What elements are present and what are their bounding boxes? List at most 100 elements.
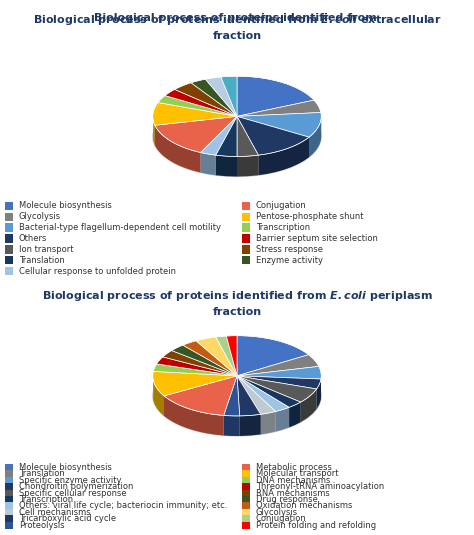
- Bar: [242, 509, 250, 516]
- Polygon shape: [237, 355, 319, 376]
- Bar: [5, 202, 13, 210]
- Bar: [5, 470, 13, 477]
- Bar: [242, 477, 250, 484]
- Polygon shape: [237, 376, 301, 407]
- Polygon shape: [237, 376, 317, 402]
- Text: Protein folding and refolding: Protein folding and refolding: [256, 521, 376, 530]
- Polygon shape: [216, 336, 237, 376]
- Text: Conjugation: Conjugation: [256, 514, 307, 523]
- Polygon shape: [153, 371, 237, 396]
- Text: Others: Others: [19, 234, 47, 243]
- Bar: [5, 245, 13, 254]
- Text: Drug response: Drug response: [256, 495, 318, 504]
- Polygon shape: [216, 155, 237, 177]
- Polygon shape: [196, 337, 237, 376]
- Bar: [5, 267, 13, 276]
- Text: Transcription: Transcription: [256, 223, 310, 232]
- Polygon shape: [165, 89, 237, 117]
- Text: Specific cellular response: Specific cellular response: [19, 488, 127, 498]
- Polygon shape: [156, 357, 237, 376]
- Bar: [242, 464, 250, 471]
- Text: Transcription: Transcription: [19, 495, 73, 504]
- Bar: [5, 496, 13, 503]
- Bar: [242, 224, 250, 232]
- Polygon shape: [237, 376, 289, 411]
- Text: Bacterial-type flagellum-dependent cell motility: Bacterial-type flagellum-dependent cell …: [19, 223, 221, 232]
- Polygon shape: [237, 117, 309, 155]
- Bar: [242, 256, 250, 264]
- Bar: [5, 477, 13, 484]
- Text: Pentose-phosphate shunt: Pentose-phosphate shunt: [256, 212, 364, 221]
- Polygon shape: [155, 125, 201, 173]
- Polygon shape: [164, 376, 237, 416]
- Ellipse shape: [153, 356, 321, 436]
- Polygon shape: [153, 121, 155, 146]
- Text: Oxidation mechanisms: Oxidation mechanisms: [256, 501, 352, 510]
- Text: Translation: Translation: [19, 256, 65, 265]
- Text: Glycolysis: Glycolysis: [256, 508, 298, 517]
- Polygon shape: [201, 117, 237, 155]
- Polygon shape: [317, 379, 321, 409]
- Text: Biological process of proteins identified from $\bfit{E. coli}$ extracellular: Biological process of proteins identifie…: [33, 13, 441, 27]
- Bar: [5, 483, 13, 490]
- Polygon shape: [237, 155, 258, 177]
- Text: DNA mechanisms: DNA mechanisms: [256, 476, 330, 485]
- Polygon shape: [172, 345, 237, 376]
- Polygon shape: [216, 117, 237, 157]
- Text: Molecule biosynthesis: Molecule biosynthesis: [19, 463, 112, 472]
- Text: Cellular response to unfolded protein: Cellular response to unfolded protein: [19, 266, 176, 276]
- Polygon shape: [261, 411, 275, 434]
- Polygon shape: [237, 77, 314, 117]
- Bar: [242, 245, 250, 254]
- Polygon shape: [237, 366, 321, 379]
- Polygon shape: [205, 77, 237, 117]
- Ellipse shape: [153, 96, 321, 177]
- Polygon shape: [153, 364, 237, 376]
- Bar: [242, 490, 250, 496]
- Polygon shape: [155, 117, 237, 152]
- Polygon shape: [237, 376, 261, 416]
- Polygon shape: [309, 117, 321, 157]
- Polygon shape: [201, 152, 216, 175]
- Polygon shape: [240, 414, 261, 436]
- Text: Biological process of proteins identified from: Biological process of proteins identifie…: [94, 13, 380, 24]
- Text: Cell mechanisms: Cell mechanisms: [19, 508, 91, 517]
- Bar: [5, 515, 13, 522]
- Bar: [5, 490, 13, 496]
- Polygon shape: [237, 112, 321, 137]
- Polygon shape: [221, 77, 237, 117]
- Text: Conjugation: Conjugation: [256, 201, 307, 210]
- Polygon shape: [153, 103, 237, 125]
- Text: Barrier septum site selection: Barrier septum site selection: [256, 234, 378, 243]
- Polygon shape: [158, 96, 237, 117]
- Polygon shape: [237, 117, 258, 157]
- Polygon shape: [258, 137, 309, 175]
- Polygon shape: [224, 416, 240, 436]
- Text: Enzyme activity: Enzyme activity: [256, 256, 323, 265]
- Bar: [242, 496, 250, 503]
- Text: Translation: Translation: [19, 469, 65, 478]
- Bar: [5, 464, 13, 471]
- Bar: [242, 202, 250, 210]
- Text: fraction: fraction: [212, 307, 262, 317]
- Polygon shape: [226, 336, 237, 376]
- Text: Tricarboxylic acid cycle: Tricarboxylic acid cycle: [19, 514, 116, 523]
- Text: Specific enzyme activity: Specific enzyme activity: [19, 476, 121, 485]
- Polygon shape: [153, 380, 164, 416]
- Polygon shape: [237, 336, 309, 376]
- Bar: [5, 509, 13, 516]
- Polygon shape: [289, 402, 301, 427]
- Text: Others: viral life cycle; bacteriocin immunity; etc.: Others: viral life cycle; bacteriocin im…: [19, 501, 228, 510]
- Bar: [242, 515, 250, 522]
- Polygon shape: [275, 407, 289, 432]
- Text: Stress response: Stress response: [256, 245, 323, 254]
- Bar: [5, 224, 13, 232]
- Text: RNA mechanisms: RNA mechanisms: [256, 488, 330, 498]
- Polygon shape: [191, 79, 237, 117]
- Bar: [242, 470, 250, 477]
- Text: Metabolic process: Metabolic process: [256, 463, 332, 472]
- Bar: [5, 522, 13, 529]
- Bar: [5, 234, 13, 243]
- Polygon shape: [301, 389, 317, 422]
- Bar: [5, 256, 13, 264]
